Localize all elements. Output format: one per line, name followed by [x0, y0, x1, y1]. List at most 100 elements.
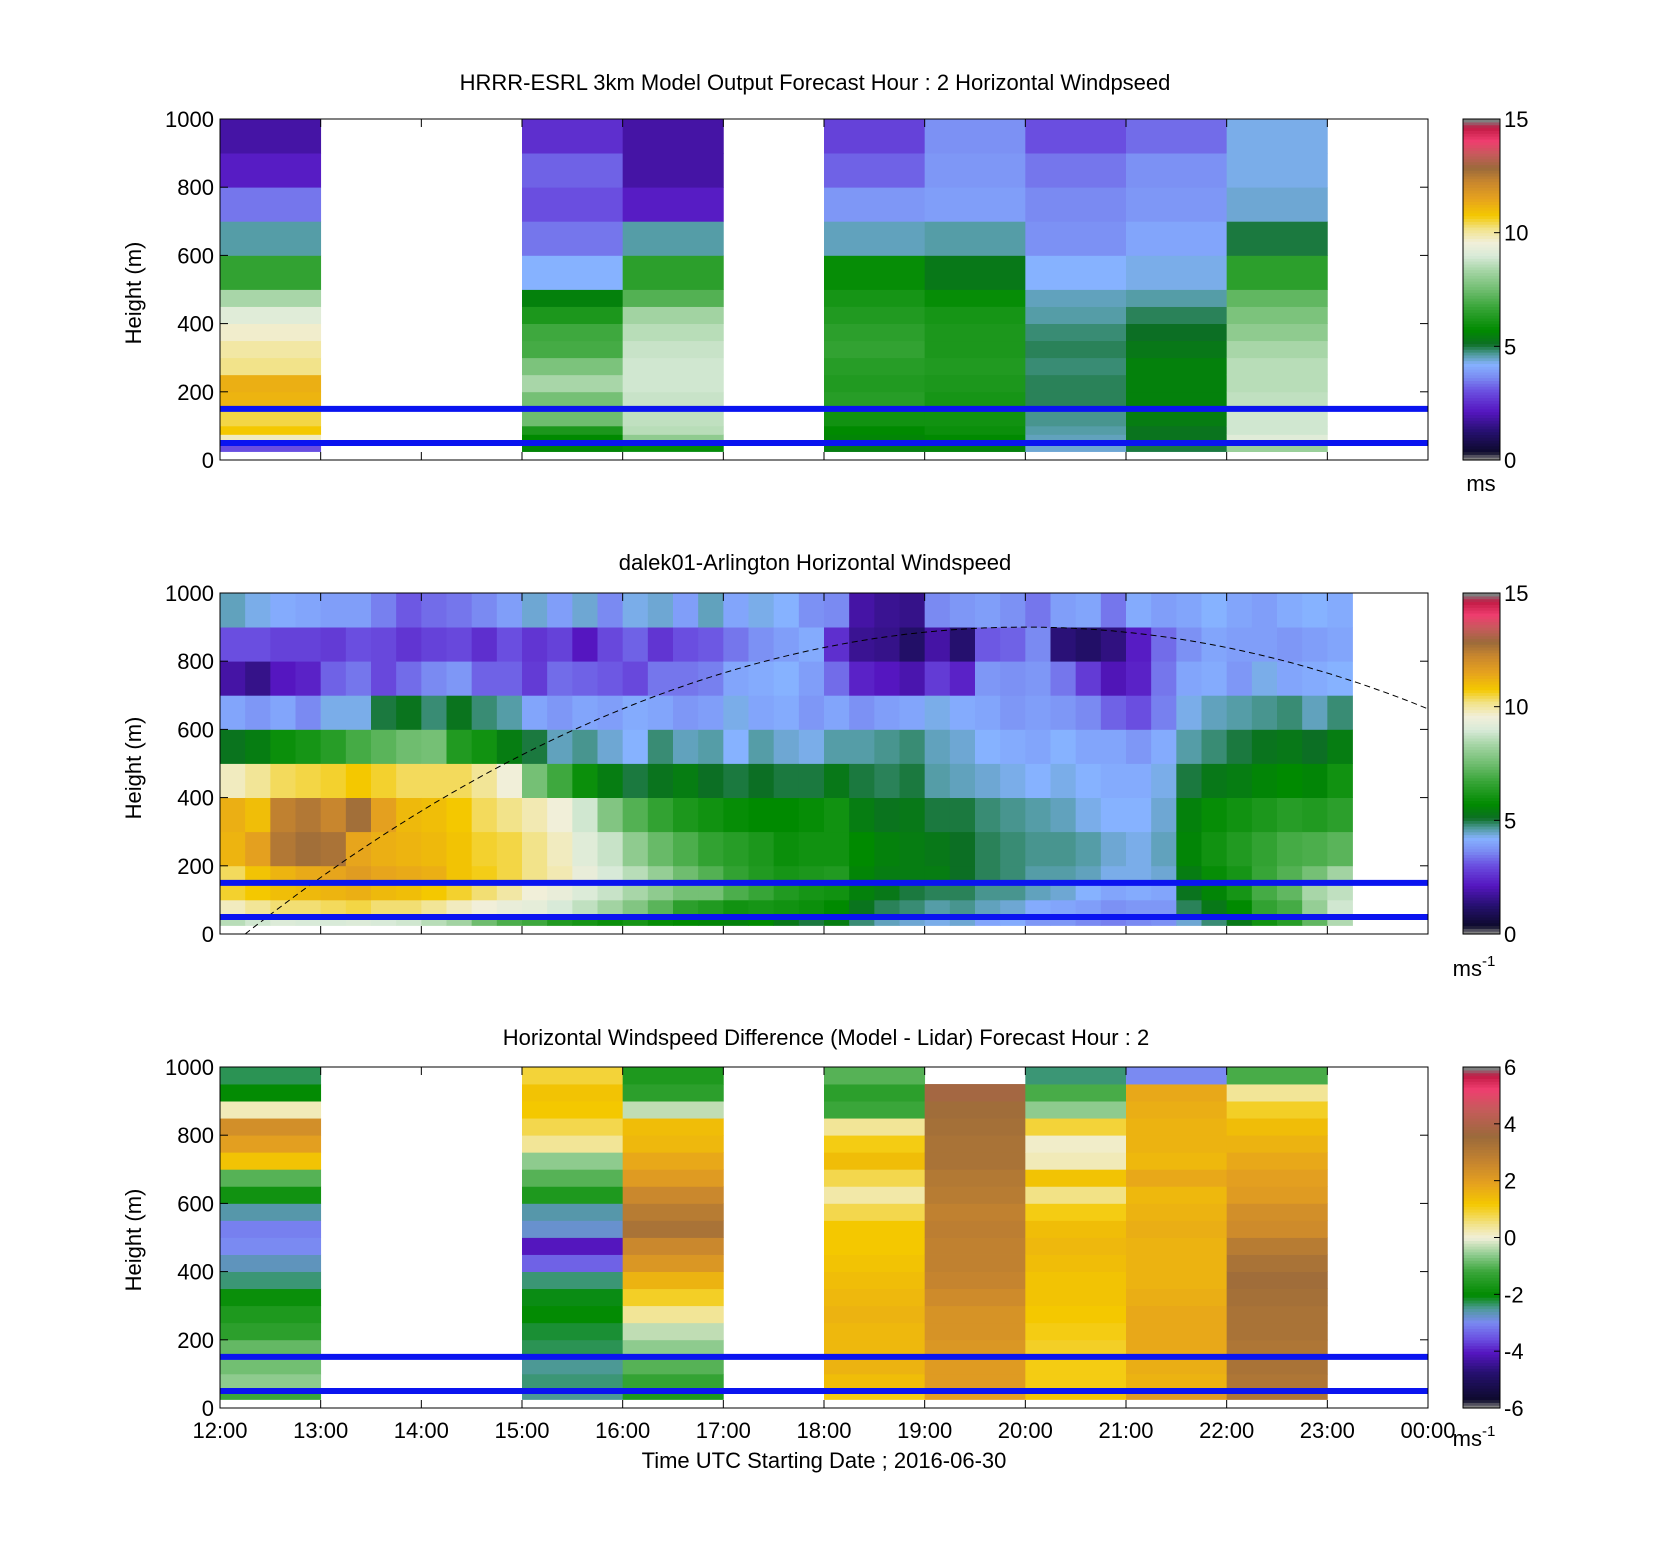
- heatmap-cell: [1025, 255, 1127, 290]
- heatmap-cell: [220, 442, 322, 452]
- colorbar-segment: [1463, 681, 1500, 685]
- heatmap-cell: [1327, 916, 1353, 926]
- colorbar-segment: [1463, 1160, 1500, 1165]
- heatmap-cell: [1126, 797, 1152, 833]
- heatmap-cell: [924, 1084, 1026, 1102]
- heatmap-cell: [949, 899, 976, 918]
- colorbar-segment: [1463, 1143, 1500, 1148]
- colorbar-segment: [1463, 746, 1500, 750]
- heatmap-cell: [622, 1118, 724, 1136]
- heatmap-cell: [924, 916, 951, 926]
- heatmap-cell: [1176, 865, 1202, 884]
- heatmap-cell: [1226, 306, 1328, 324]
- heatmap-cell: [496, 695, 523, 730]
- heatmap-cell: [220, 763, 246, 798]
- heatmap-cell: [1025, 695, 1051, 730]
- heatmap-cell: [924, 1339, 1026, 1358]
- colorbar-segment: [1463, 1223, 1500, 1227]
- heatmap-cell: [924, 153, 1026, 188]
- heatmap-cell: [496, 593, 523, 628]
- colorbar-segment: [1463, 860, 1500, 864]
- colorbar-segment: [1463, 394, 1500, 399]
- colorbar-segment: [1463, 922, 1500, 927]
- colorbar-segment: [1463, 658, 1500, 662]
- heatmap-cell: [1226, 1203, 1328, 1221]
- heatmap-cell: [1302, 916, 1328, 926]
- heatmap-cell: [798, 916, 825, 926]
- colorbar-tick-label: -2: [1504, 1282, 1524, 1307]
- heatmap-cell: [496, 661, 523, 696]
- heatmap-cell: [220, 187, 322, 222]
- heatmap-cell: [622, 434, 724, 444]
- x-tick-label: 18:00: [796, 1418, 851, 1443]
- heatmap-cell: [1126, 1288, 1228, 1307]
- heatmap-cell: [975, 695, 1001, 730]
- heatmap-cell: [824, 831, 850, 867]
- colorbar-segment: [1463, 388, 1500, 393]
- colorbar-segment: [1463, 1126, 1500, 1131]
- heatmap-cell: [1226, 593, 1253, 628]
- heatmap-cell: [824, 187, 926, 222]
- heatmap-cell: [547, 865, 573, 884]
- heatmap-cell: [622, 323, 724, 342]
- colorbar-segment: [1463, 1226, 1500, 1230]
- heatmap-cell: [824, 1288, 926, 1307]
- heatmap-cell: [320, 916, 347, 926]
- heatmap-cell: [723, 763, 749, 798]
- colorbar-segment: [1463, 1248, 1500, 1253]
- heatmap-cell: [924, 1322, 1026, 1341]
- colorbar-segment: [1463, 854, 1500, 858]
- heatmap-cell: [371, 763, 397, 798]
- colorbar-segment: [1463, 425, 1500, 430]
- colorbar-difference: -6 -4 -2 0 2 4 6: [1462, 1055, 1524, 1421]
- heatmap-cell: [547, 797, 573, 833]
- x-tick-label: 19:00: [897, 1418, 952, 1443]
- heatmap-cell: [522, 661, 548, 696]
- heatmap-cell: [320, 729, 347, 764]
- colorbar-segment: [1463, 298, 1500, 302]
- heatmap-cell: [1226, 255, 1328, 290]
- heatmap-cell: [421, 899, 447, 918]
- colorbar-segment: [1463, 928, 1500, 932]
- heatmap-cell: [220, 1237, 322, 1255]
- heatmap-cell: [396, 729, 422, 764]
- colorbar-segment: [1463, 897, 1500, 901]
- heatmap-cell: [320, 899, 347, 918]
- heatmap-cell: [622, 187, 724, 222]
- colorbar-segment: [1463, 263, 1500, 268]
- heatmap-cell: [673, 627, 699, 662]
- colorbar-segment: [1463, 607, 1500, 611]
- heatmap-cell: [798, 695, 825, 730]
- colorbar-segment: [1463, 309, 1500, 313]
- colorbar-segment: [1463, 306, 1500, 310]
- heatmap-cell: [1176, 899, 1202, 918]
- heatmap-cell: [522, 831, 548, 867]
- colorbar-segment: [1463, 1396, 1500, 1401]
- colorbar-segment: [1463, 332, 1500, 336]
- heatmap-cell: [345, 661, 372, 696]
- colorbar-segment: [1463, 1274, 1500, 1278]
- heatmap-cell: [622, 865, 649, 884]
- heatmap-cell: [1025, 391, 1127, 410]
- colorbar-segment: [1463, 772, 1500, 776]
- heatmap-cell: [1302, 695, 1328, 730]
- heatmap-cell: [295, 882, 322, 901]
- colorbar-segment: [1463, 371, 1500, 376]
- colorbar-segment: [1463, 1086, 1500, 1091]
- colorbar-segment: [1463, 700, 1500, 705]
- heatmap-cell: [924, 442, 1026, 452]
- colorbar-segment: [1463, 661, 1500, 665]
- heatmap-cell: [496, 763, 523, 798]
- colorbar-segment: [1463, 283, 1500, 288]
- heatmap-cell: [824, 593, 850, 628]
- heatmap-cell: [245, 729, 271, 764]
- colorbar-tick-label: 0: [1504, 922, 1516, 947]
- heatmap-cell: [824, 1254, 926, 1272]
- colorbar-segment: [1463, 1109, 1500, 1114]
- x-tick-label: 17:00: [696, 1418, 751, 1443]
- y-axis-label-lidar: Height (m): [121, 717, 146, 820]
- colorbar-tick-label: -6: [1504, 1396, 1524, 1421]
- heatmap-cell: [1226, 289, 1328, 307]
- heatmap-cell: [1126, 1322, 1228, 1341]
- colorbar-segment: [1463, 1217, 1500, 1222]
